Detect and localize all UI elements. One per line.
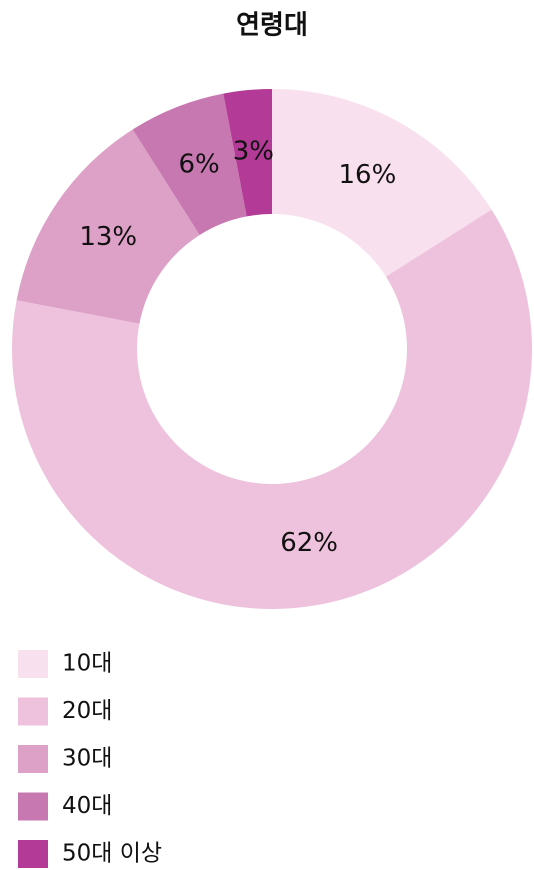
donut-slice	[132, 93, 247, 236]
legend-label: 30대	[62, 746, 112, 772]
legend-swatch	[18, 840, 48, 868]
data-label: 62%	[280, 528, 338, 558]
legend-swatch	[18, 650, 48, 678]
donut-slice	[12, 209, 533, 609]
data-label: 6%	[178, 149, 219, 179]
data-label: 16%	[338, 160, 396, 190]
legend-label: 20대	[62, 698, 112, 724]
data-label: 3%	[233, 136, 274, 166]
legend-label: 40대	[62, 793, 112, 819]
data-label: 13%	[79, 222, 137, 252]
legend-swatch	[18, 745, 48, 773]
legend-swatch	[18, 792, 48, 821]
legend-label: 10대	[62, 651, 112, 677]
legend-swatch	[18, 697, 48, 726]
chart-title: 연령대	[236, 11, 308, 41]
donut-slice	[272, 89, 492, 277]
legend-label: 50대 이상	[62, 841, 162, 867]
donut-slice	[223, 89, 272, 217]
donut-slice	[16, 129, 200, 324]
